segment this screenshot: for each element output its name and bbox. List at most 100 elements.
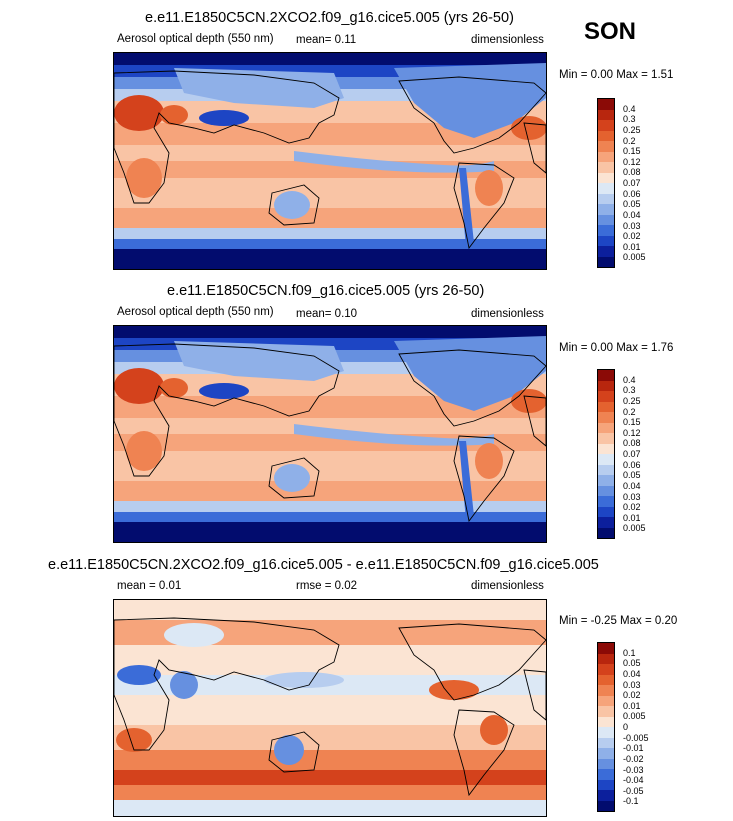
colorbar-tick-label: 0.005 [623, 711, 646, 722]
colorbar-swatch [598, 674, 614, 685]
colorbar-swatch [598, 454, 614, 465]
colorbar-swatch [598, 130, 614, 141]
colorbar-swatch [598, 256, 614, 267]
colorbar-swatch [598, 183, 614, 194]
colorbar-swatch [598, 172, 614, 183]
colorbar-swatch [598, 485, 614, 496]
panel-3-title: e.e11.E1850C5CN.2XCO2.f09_g16.cice5.005 … [48, 557, 599, 573]
colorbar-swatch [598, 748, 614, 759]
colorbar-tick-label: 0.3 [623, 114, 636, 125]
colorbar-swatch [598, 120, 614, 131]
colorbar-swatch [598, 643, 614, 654]
colorbar-tick-label: 0.04 [623, 480, 641, 491]
panel-2-variable-label: Aerosol optical depth (550 nm) [117, 306, 274, 318]
field-region [475, 443, 503, 479]
colorbar-swatch [598, 225, 614, 236]
colorbar-swatch [598, 685, 614, 696]
field-band [114, 145, 546, 161]
colorbar-tick-label: 0.3 [623, 385, 636, 396]
panel-1-variable-label: Aerosol optical depth (550 nm) [117, 33, 274, 45]
field-region [274, 735, 304, 765]
field-band [114, 228, 546, 239]
colorbar-swatch [598, 506, 614, 517]
panel-2-title: e.e11.E1850C5CN.f09_g16.cice5.005 (yrs 2… [167, 283, 485, 299]
field-region [511, 389, 546, 413]
panel-3-minmax-label: Min = -0.25 Max = 0.20 [559, 615, 678, 627]
colorbar-tick-label: 0.03 [623, 679, 641, 690]
panel-3-mean-label: mean = 0.01 [117, 580, 182, 592]
panel-2-map [113, 325, 547, 543]
colorbar-tick-label: -0.04 [623, 775, 644, 786]
colorbar-swatch [598, 391, 614, 402]
colorbar-tick-label: 0.15 [623, 146, 641, 157]
field-region [294, 151, 494, 173]
colorbar-tick-label: -0.1 [623, 796, 639, 807]
coastline [398, 623, 546, 701]
colorbar-tick-label: 0 [623, 722, 629, 732]
field-band [114, 501, 546, 512]
colorbar-tick-label: -0.01 [623, 743, 644, 754]
colorbar-swatch [598, 727, 614, 738]
field-band [114, 418, 546, 434]
colorbar-swatch [598, 412, 614, 423]
colorbar-tick-label: 0.01 [623, 512, 641, 523]
colorbar-tick-label: -0.03 [623, 764, 644, 775]
panel-3-rmse-label: rmse = 0.02 [296, 580, 358, 592]
field-band [114, 725, 546, 750]
colorbar-tick-label: 0.07 [623, 178, 641, 188]
field-region [264, 672, 344, 688]
field-region [459, 441, 474, 521]
panel-1-colorbar [597, 98, 615, 268]
field-region [160, 105, 188, 125]
colorbar-swatch [598, 496, 614, 507]
colorbar-swatch [598, 443, 614, 454]
field-region [170, 671, 198, 699]
colorbar-tick-label: 0.15 [623, 417, 641, 428]
field-band [114, 451, 546, 481]
panel-1-map [113, 52, 547, 270]
colorbar-tick-label: 0.06 [623, 188, 641, 199]
field-band [114, 123, 546, 145]
colorbar-swatch [598, 653, 614, 664]
colorbar-swatch [598, 193, 614, 204]
field-band [114, 750, 546, 770]
colorbar-swatch [598, 706, 614, 717]
colorbar-tick-label: 0.08 [623, 167, 641, 178]
colorbar-swatch [598, 779, 614, 790]
colorbar-swatch [598, 141, 614, 152]
coastline [268, 731, 320, 773]
field-region [174, 341, 344, 381]
coastline [398, 76, 546, 154]
colorbar-tick-label: 0.04 [623, 209, 641, 220]
colorbar-swatch [598, 380, 614, 391]
coastline [523, 669, 546, 721]
field-region [294, 424, 494, 446]
colorbar-tick-label: 0.02 [623, 690, 641, 701]
colorbar-swatch [598, 109, 614, 120]
colorbar-tick-label: 0.08 [623, 438, 641, 449]
colorbar-swatch [598, 527, 614, 538]
colorbar-tick-label: -0.02 [623, 753, 644, 764]
coastline [268, 184, 320, 226]
colorbar-tick-label: 0.05 [623, 470, 641, 481]
colorbar-swatch [598, 370, 614, 381]
field-region [475, 170, 503, 206]
field-band [114, 522, 546, 542]
field-region [174, 68, 344, 108]
field-band [114, 481, 546, 501]
colorbar-swatch [598, 162, 614, 173]
colorbar-swatch [598, 790, 614, 801]
field-band [114, 695, 546, 725]
field-band [114, 178, 546, 208]
field-region [126, 431, 162, 471]
field-region [164, 623, 224, 647]
colorbar-tick-label: 0.25 [623, 395, 641, 406]
panel-1-minmax-label: Min = 0.00 Max = 1.51 [559, 69, 674, 81]
colorbar-tick-label: 0.03 [623, 220, 641, 231]
field-region [160, 378, 188, 398]
colorbar-swatch [598, 464, 614, 475]
colorbar-tick-label: 0.1 [623, 647, 636, 658]
colorbar-swatch [598, 716, 614, 727]
colorbar-tick-label: 0.005 [623, 523, 646, 534]
colorbar-tick-label: 0.03 [623, 491, 641, 502]
